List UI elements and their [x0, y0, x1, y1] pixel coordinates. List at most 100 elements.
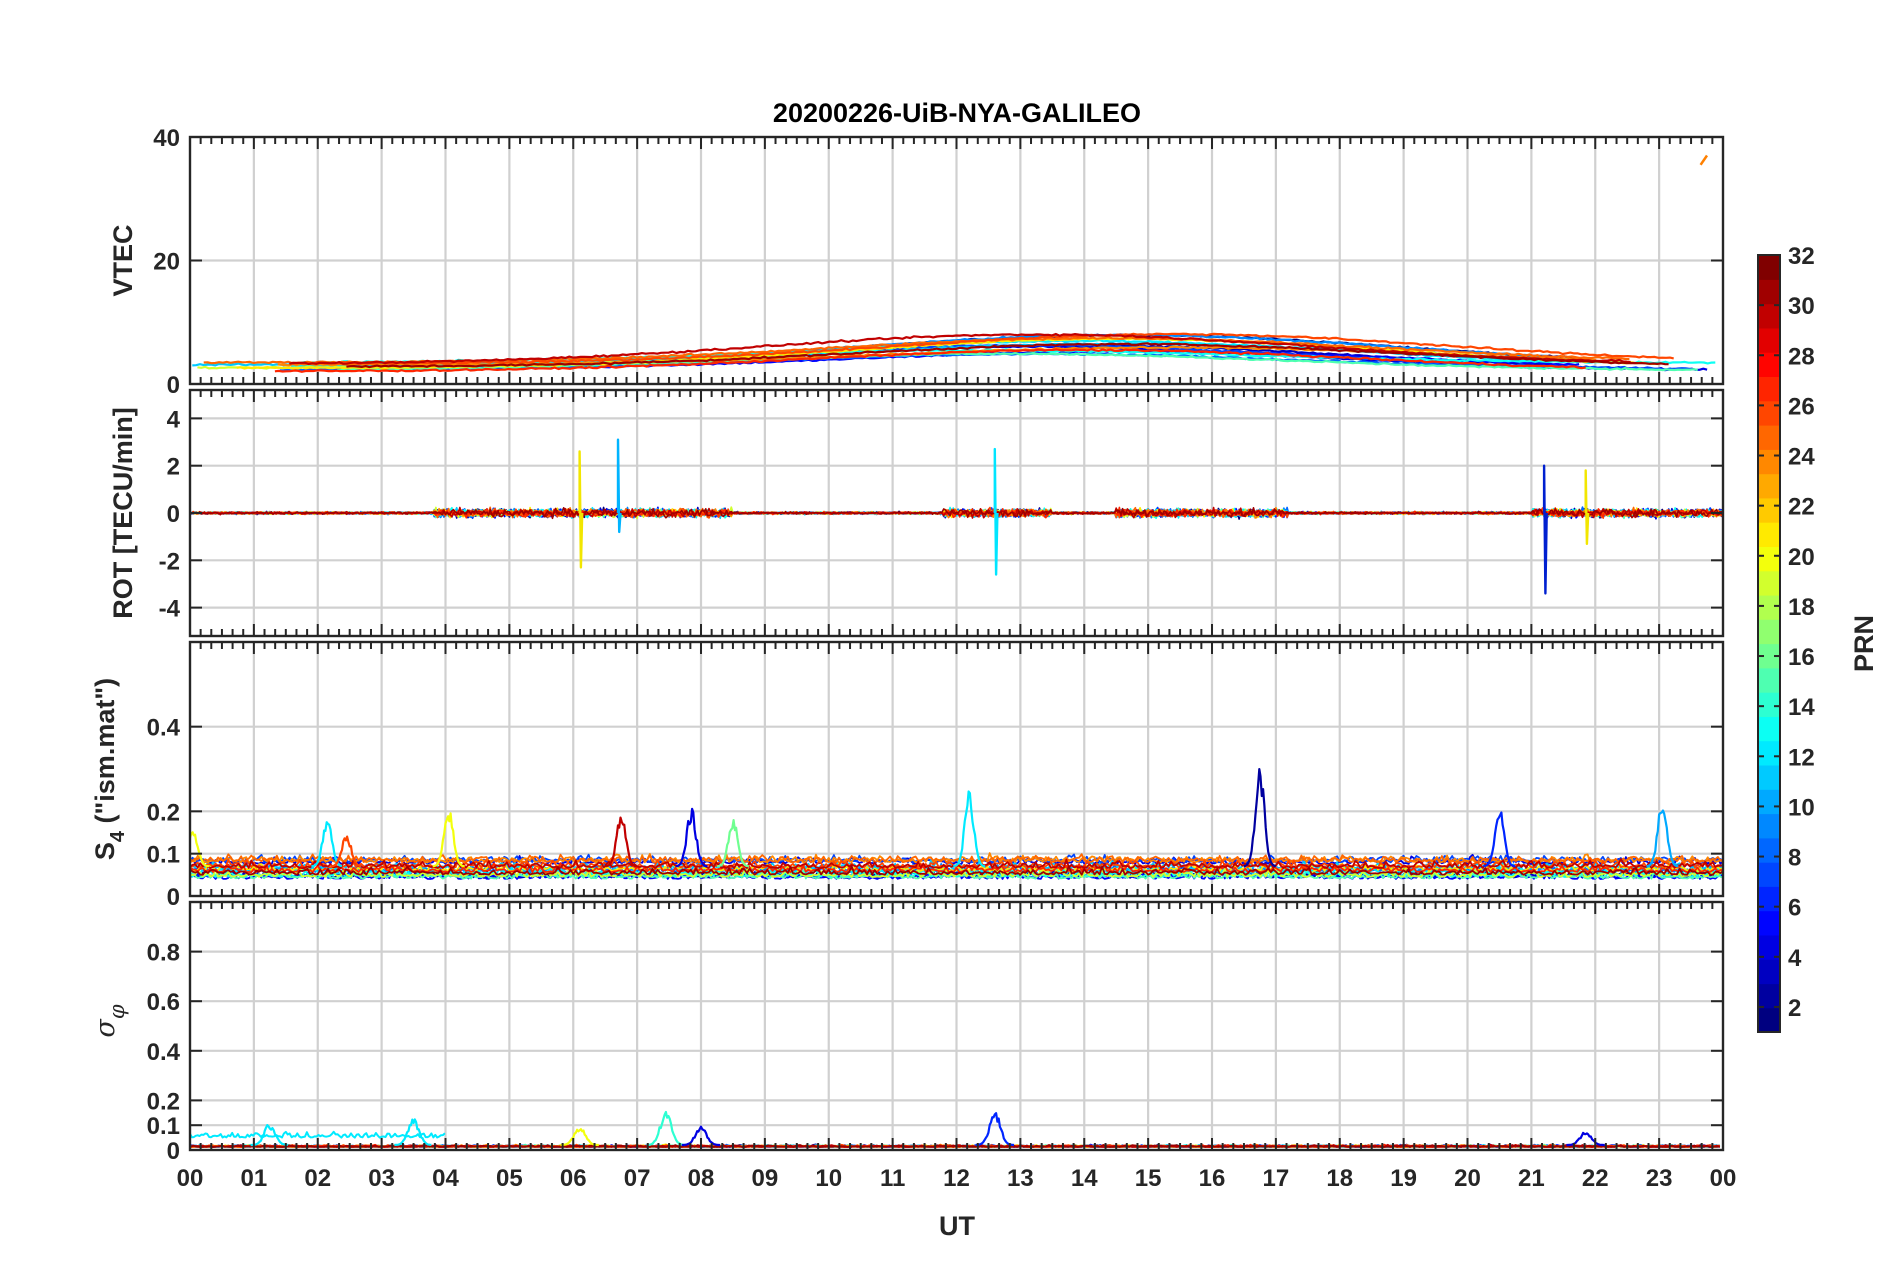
sigma-peak: [394, 1118, 432, 1147]
axes-box: [188, 388, 1725, 638]
s4-series-prn-31: [190, 865, 1723, 876]
colorbar-tick-label: 30: [1788, 293, 1815, 320]
x-tick-label: 11: [880, 1165, 905, 1192]
x-tick-label: 19: [1390, 1165, 1417, 1192]
colorbar-segment: [1758, 862, 1780, 887]
colorbar-segment: [1758, 910, 1780, 936]
colorbar-segment: [1758, 449, 1780, 475]
colorbar-tick-label: 12: [1788, 744, 1815, 771]
colorbar-segment: [1758, 497, 1780, 523]
s4-peak: [716, 819, 750, 868]
y-tick-label: 0.1: [147, 842, 180, 869]
s4-series-prn-4: [190, 853, 1723, 865]
panel-s4: 0 0.1 0.2 0.4 S4 ("ism.mat"): [90, 640, 1725, 911]
s4-peak: [953, 790, 986, 868]
colorbar-segment: [1758, 255, 1780, 280]
y-tick-label: 2: [167, 454, 180, 481]
y-tick-label: 0: [167, 501, 180, 528]
vtec-series-prn-15: [337, 351, 1698, 372]
colorbar-tick-label: 16: [1788, 644, 1815, 671]
x-tick-label: 06: [560, 1165, 587, 1192]
y-axis-label: VTEC: [108, 224, 138, 296]
colorbar-segment: [1758, 934, 1780, 960]
y-tick-label: 20: [153, 249, 180, 276]
sigma-peak: [250, 1124, 288, 1147]
vtec-series-prn-26: [290, 332, 1674, 366]
y-axis-label: σφ: [90, 1004, 129, 1037]
x-tick-label: 21: [1518, 1165, 1545, 1192]
x-tick-label: 17: [1263, 1165, 1290, 1192]
x-tick-label: 13: [1007, 1165, 1034, 1192]
colorbar-tick-label: 26: [1788, 393, 1815, 420]
x-tick-label: 05: [496, 1165, 523, 1192]
s4-peak: [1483, 811, 1516, 868]
colorbar-segment: [1758, 740, 1780, 766]
panel-rot: -4 -2 0 2 4 ROT [TECU/min]: [108, 388, 1725, 638]
y-tick-label: 0.4: [147, 1039, 181, 1066]
y-tick-label: 4: [167, 406, 181, 433]
x-tick-label: 23: [1646, 1165, 1673, 1192]
colorbar-segment: [1758, 303, 1780, 329]
colorbar-segment: [1758, 692, 1780, 717]
y-tick-label: 0: [167, 1138, 180, 1165]
vtec-isolated-trace: [1699, 154, 1709, 166]
x-tick-label: 01: [241, 1165, 268, 1192]
series-group: [190, 438, 1723, 595]
colorbar-segment: [1758, 959, 1780, 985]
colorbar-segment: [1758, 594, 1780, 620]
x-tick-label: 00: [177, 1165, 204, 1192]
s4-peak: [190, 831, 210, 868]
colorbar-segment: [1758, 376, 1780, 402]
colorbar-segment: [1758, 473, 1780, 499]
y-tick-label: -4: [159, 596, 181, 623]
colorbar-segment: [1758, 327, 1780, 353]
sigma-peak: [1566, 1131, 1605, 1147]
colorbar-tick-label: 22: [1788, 494, 1815, 521]
s4-peak: [1243, 768, 1277, 868]
series-group: [192, 154, 1716, 373]
x-tick-label: 15: [1135, 1165, 1162, 1192]
x-axis-label: UT: [939, 1211, 975, 1241]
axes-box: [188, 135, 1725, 386]
colorbar-segment: [1758, 352, 1780, 377]
colorbar-segment: [1758, 667, 1780, 693]
colorbar-segment: [1758, 837, 1780, 863]
y-tick-label: 0.6: [147, 989, 180, 1016]
colorbar-tick-label: 10: [1788, 794, 1815, 821]
sigma-elevated-prn-12: [190, 1130, 446, 1139]
y-tick-label: 0.2: [147, 799, 180, 826]
y-tick-label: 40: [153, 125, 180, 152]
rot-spike: [578, 450, 584, 569]
colorbar-segment: [1758, 764, 1780, 790]
colorbar-segment: [1758, 983, 1780, 1009]
series-group: [190, 768, 1723, 880]
x-tick-label: 00: [1710, 1165, 1737, 1192]
x-tick-label: 10: [815, 1165, 842, 1192]
y-tick-label: 0.4: [147, 715, 181, 742]
y-axis-label: S4 ("ism.mat"): [90, 678, 129, 860]
x-tick-label: 08: [688, 1165, 715, 1192]
panel-vtec: 0 20 40 VTEC: [108, 125, 1725, 399]
axes-box: [188, 900, 1725, 1152]
colorbar-tick-label: 28: [1788, 343, 1815, 370]
x-tick-label: 09: [752, 1165, 779, 1192]
y-tick-label: 0.1: [147, 1113, 180, 1140]
colorbar-segment: [1758, 813, 1780, 839]
colorbar-tick-label: 4: [1788, 945, 1802, 972]
colorbar-segment: [1758, 570, 1780, 596]
colorbar-segment: [1758, 425, 1780, 450]
colorbar-segment: [1758, 789, 1780, 815]
x-tick-label: 12: [943, 1165, 970, 1192]
vtec-series-prn-30: [289, 332, 1631, 366]
x-tick-label: 07: [624, 1165, 651, 1192]
colorbar-tick-label: 14: [1788, 694, 1815, 721]
y-tick-label: 0: [167, 884, 180, 911]
colorbar-label: PRN: [1849, 615, 1879, 672]
y-tick-label: 0.2: [147, 1088, 180, 1115]
s4-series-prn-27: [190, 862, 1723, 874]
s4-peak: [605, 816, 638, 868]
s4-peak: [330, 835, 362, 868]
sigma-peak: [975, 1112, 1015, 1147]
